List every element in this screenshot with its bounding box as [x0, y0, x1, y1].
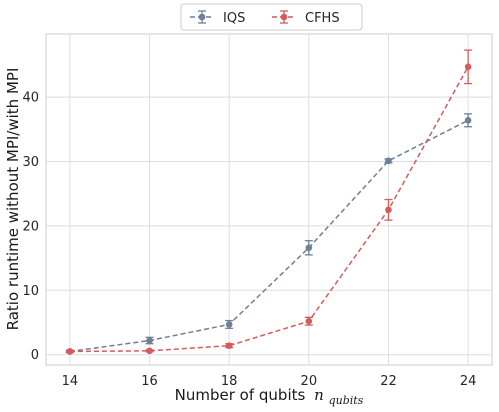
cfhs-point: [225, 342, 233, 349]
iqs-point: [464, 116, 472, 124]
cfhs-point: [66, 348, 74, 355]
legend-label-cfhs: CFHS: [305, 11, 340, 26]
y-tick-label: 40: [22, 91, 39, 106]
legend-item-iqs: IQS: [190, 10, 245, 26]
x-axis-label-symbol: n: [314, 386, 324, 404]
cfhs-point: [464, 63, 472, 71]
legend: IQS CFHS: [180, 3, 363, 31]
x-tick-label: 14: [62, 374, 79, 389]
cfhs-line: [69, 66, 469, 353]
legend-box: [180, 3, 363, 31]
plot-area: [45, 33, 493, 366]
series-layer: [65, 49, 473, 355]
y-tick-label: 0: [31, 348, 39, 363]
y-axis-label: Ratio runtime without MPI/with MPI: [4, 68, 22, 331]
iqs-point: [305, 244, 313, 252]
x-axis-label-text: Number of qubits: [175, 386, 306, 404]
x-axis-label-subscript: qubits: [329, 394, 364, 407]
x-tick-label: 18: [221, 374, 238, 389]
x-tick-labels: 14 16 18 20 22 24: [62, 374, 477, 389]
legend-marker-iqs: [198, 13, 206, 21]
legend-items: IQS CFHS: [190, 10, 340, 26]
cfhs-point: [385, 206, 392, 214]
legend-marker-cfhs: [280, 13, 288, 21]
y-tick-label: 20: [22, 219, 39, 234]
cfhs-point: [146, 347, 153, 355]
x-tick-label: 20: [301, 374, 318, 389]
iqs-point: [146, 337, 153, 344]
y-tick-label: 30: [22, 155, 39, 170]
cfhs-point: [305, 317, 313, 325]
legend-item-cfhs: CFHS: [272, 10, 340, 26]
series-cfhs: [65, 49, 473, 355]
x-axis-label: Number of qubits n qubits: [175, 386, 364, 407]
iqs-line: [69, 119, 469, 353]
x-tick-label: 16: [141, 374, 158, 389]
y-tick-label: 10: [22, 284, 39, 299]
iqs-point: [225, 321, 233, 328]
iqs-point: [385, 157, 392, 165]
x-tick-label: 22: [380, 374, 397, 389]
x-tick-label: 24: [460, 374, 477, 389]
legend-label-iqs: IQS: [223, 11, 245, 26]
y-tick-labels: 0 10 20 30 40: [22, 91, 39, 364]
